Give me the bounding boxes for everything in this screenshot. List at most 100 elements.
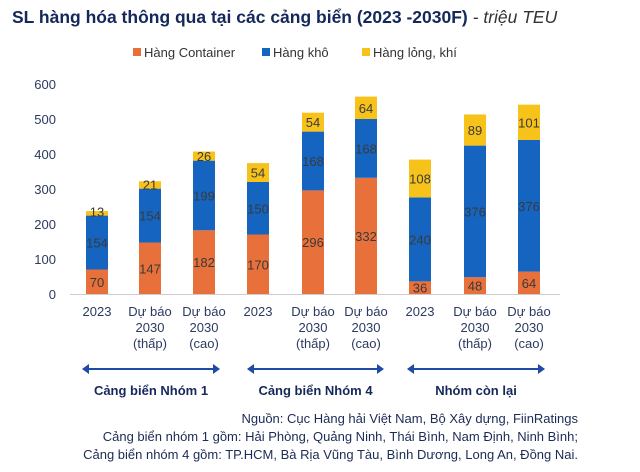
y-tick-label: 600	[34, 77, 56, 92]
bar-segment	[86, 215, 108, 270]
x-tick-label: (thấp)	[296, 336, 330, 351]
bar-segment	[86, 211, 108, 216]
data-label: 36	[413, 281, 427, 296]
bar-segment	[464, 277, 486, 294]
group-label: Nhóm còn lại	[435, 383, 517, 398]
y-tick-label: 100	[34, 252, 56, 267]
x-tick-label: (cao)	[189, 336, 219, 351]
x-tick-label: 2023	[406, 304, 435, 319]
bar-segment	[247, 182, 269, 235]
data-label: 240	[409, 232, 431, 247]
bar-segment	[302, 190, 324, 294]
arrow-right-icon	[213, 364, 220, 374]
data-label: 376	[464, 204, 486, 219]
legend-label: Hàng lỏng, khí	[373, 45, 457, 60]
bar-segment	[247, 234, 269, 294]
legend-swatch	[133, 48, 141, 56]
title-text: SL hàng hóa thông qua tại các cảng biển …	[12, 7, 468, 27]
bar-segment	[86, 269, 108, 294]
x-tick-label: Dự báo	[291, 304, 334, 319]
bar-segment	[518, 271, 540, 294]
group-label: Cảng biển Nhóm 1	[94, 383, 208, 398]
x-tick-label: Dự báo	[507, 304, 550, 319]
x-tick-label: Dự báo	[182, 304, 225, 319]
data-label: 170	[247, 257, 269, 272]
data-label: 182	[193, 255, 215, 270]
data-label: 150	[247, 201, 269, 216]
chart-title: SL hàng hóa thông qua tại các cảng biển …	[12, 7, 557, 28]
bar-segment	[139, 242, 161, 294]
bar-segment	[409, 159, 431, 198]
bar-segment	[139, 181, 161, 189]
legend-label: Hàng khô	[273, 45, 329, 60]
x-tick-label: Dự báo	[344, 304, 387, 319]
y-tick-label: 400	[34, 147, 56, 162]
data-label: 168	[355, 141, 377, 156]
bar-segment	[139, 188, 161, 243]
x-tick-label: (cao)	[351, 336, 381, 351]
bar-segment	[193, 160, 215, 231]
legend-swatch	[362, 48, 370, 56]
x-tick-label: (cao)	[514, 336, 544, 351]
data-label: 48	[468, 279, 482, 294]
data-label: 147	[139, 261, 161, 276]
data-label: 13	[90, 205, 104, 220]
bar-segment	[518, 140, 540, 272]
data-label: 26	[197, 149, 211, 164]
notes: Nguồn: Cục Hàng hải Việt Nam, Bộ Xây dựn…	[83, 410, 578, 464]
bar-segment	[193, 151, 215, 161]
x-tick-label: Dự báo	[128, 304, 171, 319]
source-note: Nguồn: Cục Hàng hải Việt Nam, Bộ Xây dựn…	[241, 411, 578, 426]
data-label: 154	[139, 209, 161, 224]
data-label: 296	[302, 235, 324, 250]
bar-segment	[355, 177, 377, 294]
x-tick-label: 2030	[352, 320, 381, 335]
data-label: 70	[90, 275, 104, 290]
data-label: 154	[86, 236, 108, 251]
bar-segment	[355, 119, 377, 178]
arrow-right-icon	[538, 364, 545, 374]
group4-note: Cảng biển nhóm 4 gồm: TP.HCM, Bà Rịa Vũn…	[83, 447, 578, 462]
bar-segment	[409, 281, 431, 294]
data-label: 89	[468, 123, 482, 138]
bar-segment	[302, 112, 324, 132]
x-tick-label: 2030	[190, 320, 219, 335]
legend-label: Hàng Container	[144, 45, 236, 60]
x-tick-label: 2030	[461, 320, 490, 335]
data-label: 54	[251, 166, 265, 181]
data-label: 376	[518, 199, 540, 214]
data-label: 54	[306, 115, 320, 130]
data-label: 21	[143, 178, 157, 193]
unit-text: - triệu TEU	[472, 7, 558, 27]
y-tick-label: 300	[34, 182, 56, 197]
x-tick-label: 2023	[244, 304, 273, 319]
arrow-left-icon	[82, 364, 89, 374]
bar-segment	[302, 131, 324, 191]
bar-segment	[247, 163, 269, 182]
y-tick-label: 500	[34, 112, 56, 127]
bar-segment	[518, 104, 540, 140]
y-tick-label: 0	[49, 287, 56, 302]
group-label: Cảng biển Nhóm 4	[258, 383, 373, 398]
data-label: 108	[409, 172, 431, 187]
x-tick-label: (thấp)	[133, 336, 167, 351]
x-tick-label: 2030	[515, 320, 544, 335]
stacked-bar-chart: Hàng Container Hàng khô Hàng lỏng, khí 0 100…	[34, 45, 560, 398]
data-label: 332	[355, 229, 377, 244]
group1-note: Cảng biển nhóm 1 gồm: Hải Phòng, Quảng N…	[102, 429, 578, 444]
y-tick-label: 200	[34, 217, 56, 232]
legend-swatch	[262, 48, 270, 56]
x-tick-label: 2030	[299, 320, 328, 335]
data-label: 199	[193, 188, 215, 203]
data-label: 64	[522, 276, 536, 291]
bar-segment	[355, 96, 377, 119]
data-label: 101	[518, 115, 540, 130]
bar-segment	[409, 197, 431, 282]
data-label: 64	[359, 101, 373, 116]
x-tick-label: Dự báo	[453, 304, 496, 319]
data-label: 168	[302, 154, 324, 169]
bar-segment	[193, 230, 215, 294]
bar-segment	[464, 145, 486, 278]
x-tick-label: (thấp)	[458, 336, 492, 351]
